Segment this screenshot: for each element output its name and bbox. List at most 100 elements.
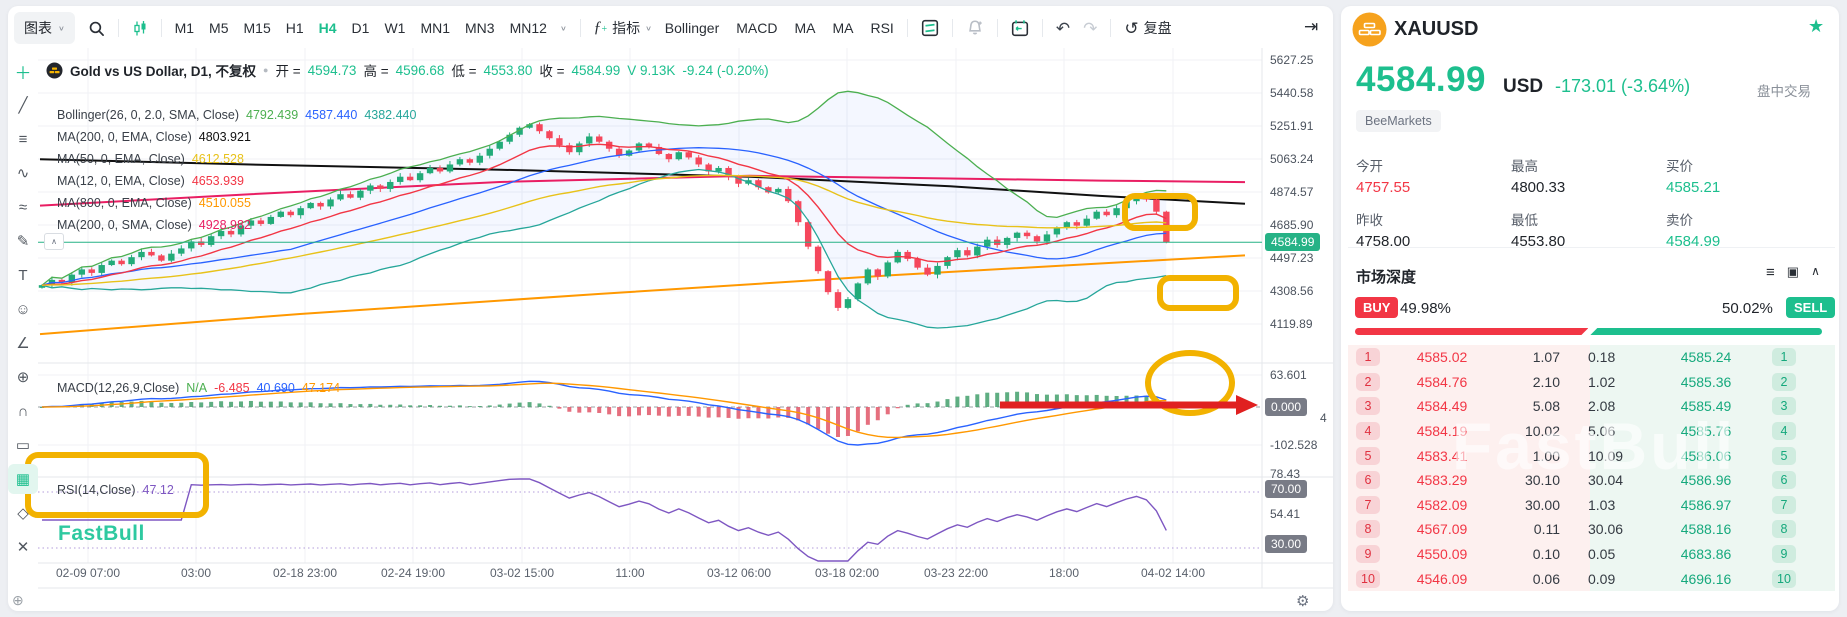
timeframe-d1[interactable]: D1: [351, 20, 370, 36]
indicator-shortcut-rsi4[interactable]: RSI: [870, 20, 894, 36]
timeframe-w1[interactable]: W1: [384, 20, 406, 36]
wave-tool-icon[interactable]: ∿: [16, 165, 30, 182]
timeframe-m15[interactable]: M15: [243, 20, 271, 36]
indicator-shortcut-ma2[interactable]: MA: [794, 20, 816, 36]
macd-histogram-bar: [477, 406, 482, 408]
legend-collapse-button[interactable]: ∧: [44, 233, 64, 250]
channel-tool-icon[interactable]: ≡: [18, 130, 28, 148]
indicators-button[interactable]: ƒ+ 指标 ∨: [594, 18, 652, 38]
indicator-legend[interactable]: Bollinger(26, 0, 2.0, SMA, Close) 4792.43…: [57, 104, 416, 126]
macd-line[interactable]: [41, 380, 1167, 446]
timeframe-mn12[interactable]: MN12: [509, 20, 547, 36]
ma12-line[interactable]: [41, 143, 1167, 286]
order-book-row[interactable]: 2 4584.76 2.10 1.02 4585.36 2: [1348, 369, 1835, 395]
curve-tool-icon[interactable]: ≈: [18, 198, 28, 216]
trend-line-tool-icon[interactable]: ╱: [18, 97, 28, 114]
timeframe-mn3[interactable]: MN3: [465, 20, 495, 36]
indicator-legend[interactable]: MA(800, 0, EMA, Close) 4510.055: [57, 192, 416, 214]
measure-tool-icon[interactable]: ∠: [16, 335, 30, 352]
order-book-row[interactable]: 4 4584.19 10.02 5.06 4585.76 4: [1348, 418, 1835, 444]
bollinger-mid-line[interactable]: [41, 147, 1167, 286]
collapse-panel-icon[interactable]: ⇥: [1304, 17, 1319, 36]
text-tool-icon[interactable]: T: [18, 266, 28, 284]
depth-collapse-icon[interactable]: ∧: [1811, 264, 1820, 278]
replay-button[interactable]: ↺ 复盘: [1124, 18, 1171, 38]
indicator-shortcut-ma3[interactable]: MA: [832, 20, 854, 36]
order-book-row[interactable]: 5 4583.41 1.00 10.09 4586.06 5: [1348, 443, 1835, 468]
depth-list-icon[interactable]: ≡: [1766, 264, 1775, 281]
multichart-layout-icon[interactable]: [921, 19, 939, 37]
redo-icon[interactable]: ↷: [1083, 18, 1098, 38]
macd-histogram-bar: [786, 407, 791, 418]
rsi-legend[interactable]: RSI(14,Close) 47.12: [57, 483, 174, 497]
ask-price: 4683.86: [1680, 546, 1732, 563]
buy-ratio-bar: [1355, 328, 1589, 335]
zoom-tool-icon[interactable]: ⊕: [16, 369, 30, 386]
broker-tag[interactable]: BeeMarkets: [1356, 110, 1441, 132]
volume-value: V 9.13K: [627, 62, 676, 78]
order-book-row[interactable]: 1 4585.02 1.07 0.18 4585.24 1: [1348, 345, 1835, 370]
macd-signal-line[interactable]: [41, 382, 1167, 439]
bollinger-lower-line[interactable]: [41, 168, 1167, 329]
candle-body: [307, 202, 314, 209]
candle-body: [486, 148, 493, 156]
pattern-tool-icon[interactable]: ▦: [8, 464, 38, 494]
candle-body: [804, 222, 812, 247]
indicator-legend[interactable]: MA(200, 0, SMA, Close) 4928.982: [57, 214, 416, 236]
order-book-row[interactable]: 7 4582.09 30.00 1.03 4586.97 7: [1348, 492, 1835, 518]
annotation-arrow-head[interactable]: [1236, 395, 1258, 415]
timeframe-mn1[interactable]: MN1: [420, 20, 451, 36]
timeframe-h1[interactable]: H1: [285, 20, 304, 36]
ask-rank-badge: 5: [1772, 446, 1796, 465]
macd-legend[interactable]: MACD(12,26,9,Close) N/A -6.485 40.690 47.174: [57, 381, 340, 395]
chart-menu-button[interactable]: 图表 ∨: [14, 12, 75, 44]
indicator-legend[interactable]: MA(12, 0, EMA, Close) 4653.939: [57, 170, 416, 192]
timeframe-m1[interactable]: M1: [174, 20, 195, 36]
brush-tool-icon[interactable]: ✎: [16, 233, 30, 250]
bollinger-upper-line[interactable]: [41, 90, 1167, 286]
economic-calendar-icon[interactable]: [1011, 19, 1029, 37]
rsi-line[interactable]: [42, 478, 1167, 562]
settings-gear-icon[interactable]: ⚙: [1296, 593, 1310, 610]
crosshair-tool-icon[interactable]: ＋: [14, 63, 32, 83]
ma800-ema-line[interactable]: [39, 254, 1246, 336]
indicator-legend[interactable]: MA(50, 0, EMA, Close) 4612.528: [57, 148, 416, 170]
timeframe-h4[interactable]: H4: [318, 20, 337, 36]
chevron-down-icon[interactable]: ∨: [559, 23, 567, 32]
macd-histogram-bar: [676, 407, 681, 416]
depth-window-icon[interactable]: ▣: [1786, 264, 1800, 279]
ghost-tool-icon[interactable]: ◇: [17, 505, 29, 522]
divider: [1110, 19, 1112, 37]
macd-histogram-bar: [129, 401, 134, 407]
indicator-shortcut-bollinger0[interactable]: Bollinger: [664, 20, 720, 36]
annotation-ellipse[interactable]: [1145, 350, 1235, 416]
time-axis[interactable]: 02-09 07:00 03:00 02-18 23:00 02-24 19:00 03…: [0, 566, 1333, 588]
timeframe-m5[interactable]: M5: [209, 20, 229, 36]
alert-bell-icon[interactable]: [966, 19, 984, 37]
order-book-row[interactable]: 9 4550.09 0.10 0.05 4683.86 9: [1348, 541, 1835, 567]
rectangle-tool-icon[interactable]: ▭: [15, 437, 31, 454]
order-book-row[interactable]: 6 4583.29 30.10 30.04 4586.96 6: [1348, 467, 1835, 493]
order-book-row[interactable]: 3 4584.49 5.08 2.08 4585.49 3: [1348, 394, 1835, 419]
annotation-rect[interactable]: [1122, 193, 1198, 231]
remove-tool-icon[interactable]: ✕: [16, 539, 30, 556]
search-icon[interactable]: [88, 20, 105, 37]
chevron-down-icon: ∨: [58, 23, 65, 32]
candle-chart-type-icon[interactable]: [132, 20, 148, 37]
sell-badge: SELL: [1786, 297, 1836, 318]
order-book-row[interactable]: 10 4546.09 0.06 0.09 4696.16 10: [1348, 566, 1835, 591]
annotation-rect[interactable]: [1157, 275, 1239, 311]
order-book-row[interactable]: 8 4567.09 0.11 30.06 4588.16 8: [1348, 517, 1835, 542]
indicator-shortcut-macd1[interactable]: MACD: [736, 20, 778, 36]
emoji-tool-icon[interactable]: ☺: [15, 300, 31, 318]
crosshair-icon[interactable]: ⊕: [12, 592, 24, 608]
macd-histogram-bar: [179, 402, 184, 407]
symbol-legend-row[interactable]: Gold vs US Dollar, D1, 不复权 ● 开 = 4594.73 …: [46, 60, 769, 80]
undo-icon[interactable]: ↶: [1055, 18, 1071, 38]
magnet-tool-icon[interactable]: ∩: [17, 402, 29, 420]
ma50-line[interactable]: [41, 174, 1167, 286]
favorite-star-icon[interactable]: ★: [1808, 16, 1825, 36]
indicator-legend[interactable]: MA(200, 0, EMA, Close) 4803.921: [57, 126, 416, 148]
